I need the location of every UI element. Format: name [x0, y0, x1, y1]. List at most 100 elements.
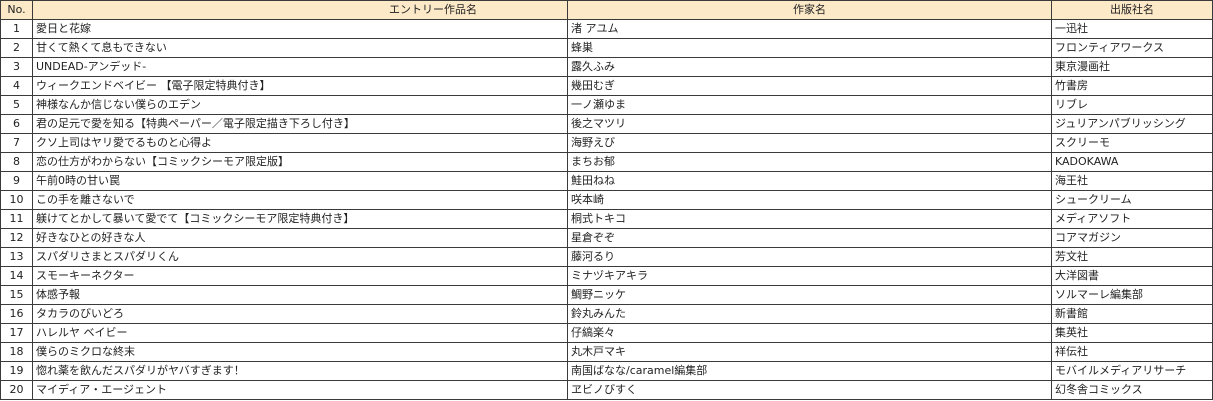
- cell-no: 2: [0, 38, 33, 58]
- table-row: 20 マイディア・エージェント ヱビノびすく 幻冬舎コミックス: [0, 380, 1213, 400]
- table-row: 9 午前0時の甘い罠 鮭田ねね 海王社: [0, 171, 1213, 191]
- table-row: 2 甘くて熱くて息もできない 蜂巣 フロンティアワークス: [0, 38, 1213, 58]
- cell-author: 藤河るり: [567, 247, 1052, 267]
- cell-no: 6: [0, 114, 33, 134]
- cell-author: 幾田むぎ: [567, 76, 1052, 96]
- table-row: 19 惚れ薬を飲んだスパダリがヤバすぎます！ 南国ばなな/caramel編集部 モバイ…: [0, 361, 1213, 381]
- cell-title: 君の足元で愛を知る【特典ペーパー／電子限定描き下ろし付き】: [32, 114, 568, 134]
- cell-author: 咲本崎: [567, 190, 1052, 210]
- cell-publisher: コアマガジン: [1051, 228, 1213, 248]
- cell-title: 甘くて熱くて息もできない: [32, 38, 568, 58]
- header-row: No. エントリー作品名 作家名 出版社名: [0, 0, 1213, 20]
- cell-no: 5: [0, 95, 33, 115]
- table-row: 5 神様なんか信じない僕らのエデン 一ノ瀬ゆま リブレ: [0, 95, 1213, 115]
- table-row: 16 タカラのびいどろ 鈴丸みんた 新書館: [0, 304, 1213, 324]
- cell-no: 14: [0, 266, 33, 286]
- cell-publisher: 新書館: [1051, 304, 1213, 324]
- cell-author: 鮭田ねね: [567, 171, 1052, 191]
- cell-publisher: メディアソフト: [1051, 209, 1213, 229]
- cell-title: 僕らのミクロな終末: [32, 342, 568, 362]
- cell-title: クソ上司はヤリ愛でるものと心得よ: [32, 133, 568, 153]
- table-row: 3 UNDEAD-アンデッド- 露久ふみ 東京漫画社: [0, 57, 1213, 77]
- cell-no: 17: [0, 323, 33, 343]
- cell-title: 恋の仕方がわからない【コミックシーモア限定版】: [32, 152, 568, 172]
- cell-no: 4: [0, 76, 33, 96]
- cell-title: マイディア・エージェント: [32, 380, 568, 400]
- cell-no: 1: [0, 19, 33, 39]
- cell-author: 渚 アユム: [567, 19, 1052, 39]
- cell-author: 仔縞楽々: [567, 323, 1052, 343]
- cell-author: 一ノ瀬ゆま: [567, 95, 1052, 115]
- cell-title: 愛日と花嫁: [32, 19, 568, 39]
- cell-no: 15: [0, 285, 33, 305]
- cell-publisher: 一迅社: [1051, 19, 1213, 39]
- cell-publisher: ジュリアンパブリッシング: [1051, 114, 1213, 134]
- cell-title: この手を離さないで: [32, 190, 568, 210]
- cell-no: 3: [0, 57, 33, 77]
- table-row: 15 体感予報 鯛野ニッケ ソルマーレ編集部: [0, 285, 1213, 305]
- cell-publisher: フロンティアワークス: [1051, 38, 1213, 58]
- cell-author: 蜂巣: [567, 38, 1052, 58]
- cell-publisher: 祥伝社: [1051, 342, 1213, 362]
- cell-no: 11: [0, 209, 33, 229]
- cell-no: 20: [0, 380, 33, 400]
- header-publisher: 出版社名: [1051, 0, 1213, 20]
- cell-title: タカラのびいどろ: [32, 304, 568, 324]
- cell-title: 躾けてとかして暴いて愛でて【コミックシーモア限定特典付き】: [32, 209, 568, 229]
- cell-title: ハレルヤ ベイビー: [32, 323, 568, 343]
- cell-no: 10: [0, 190, 33, 210]
- table-row: 4 ウィークエンドベイビー 【電子限定特典付き】 幾田むぎ 竹書房: [0, 76, 1213, 96]
- cell-author: ヱビノびすく: [567, 380, 1052, 400]
- cell-author: 海野えび: [567, 133, 1052, 153]
- cell-author: まちお郁: [567, 152, 1052, 172]
- cell-publisher: 幻冬舎コミックス: [1051, 380, 1213, 400]
- cell-title: スモーキーネクター: [32, 266, 568, 286]
- cell-title: 午前0時の甘い罠: [32, 171, 568, 191]
- table-row: 17 ハレルヤ ベイビー 仔縞楽々 集英社: [0, 323, 1213, 343]
- cell-author: 丸木戸マキ: [567, 342, 1052, 362]
- table-row: 1 愛日と花嫁渚 アユム 一迅社: [0, 19, 1213, 39]
- cell-title: 神様なんか信じない僕らのエデン: [32, 95, 568, 115]
- cell-no: 16: [0, 304, 33, 324]
- cell-publisher: 大洋図書: [1051, 266, 1213, 286]
- cell-title: UNDEAD-アンデッド-: [32, 57, 568, 77]
- cell-author: 星倉ぞぞ: [567, 228, 1052, 248]
- table-row: 13 スパダリさまとスパダリくん 藤河るり 芳文社: [0, 247, 1213, 267]
- cell-publisher: 竹書房: [1051, 76, 1213, 96]
- cell-no: 19: [0, 361, 33, 381]
- cell-title: ウィークエンドベイビー 【電子限定特典付き】: [32, 76, 568, 96]
- cell-title: 体感予報: [32, 285, 568, 305]
- cell-author: 鈴丸みんた: [567, 304, 1052, 324]
- table-row: 14 スモーキーネクター ミナヅキアキラ 大洋図書: [0, 266, 1213, 286]
- cell-publisher: リブレ: [1051, 95, 1213, 115]
- cell-author: 露久ふみ: [567, 57, 1052, 77]
- cell-publisher: 海王社: [1051, 171, 1213, 191]
- cell-title: 好きなひとの好きな人: [32, 228, 568, 248]
- cell-title: スパダリさまとスパダリくん: [32, 247, 568, 267]
- cell-author: 桐式トキコ: [567, 209, 1052, 229]
- cell-publisher: KADOKAWA: [1051, 152, 1213, 172]
- cell-no: 8: [0, 152, 33, 172]
- cell-no: 18: [0, 342, 33, 362]
- cell-title: 惚れ薬を飲んだスパダリがヤバすぎます！: [32, 361, 568, 381]
- table-row: 6 君の足元で愛を知る【特典ペーパー／電子限定描き下ろし付き】 後之マツリ ジュリアン…: [0, 114, 1213, 134]
- header-title: エントリー作品名: [32, 0, 568, 20]
- cell-no: 9: [0, 171, 33, 191]
- cell-publisher: ソルマーレ編集部: [1051, 285, 1213, 305]
- table-row: 18 僕らのミクロな終末 丸木戸マキ 祥伝社: [0, 342, 1213, 362]
- table-row: 8 恋の仕方がわからない【コミックシーモア限定版】 まちお郁 KADOKAWA: [0, 152, 1213, 172]
- cell-publisher: 芳文社: [1051, 247, 1213, 267]
- cell-no: 12: [0, 228, 33, 248]
- cell-publisher: シュークリーム: [1051, 190, 1213, 210]
- table-row: 7 クソ上司はヤリ愛でるものと心得よ 海野えび スクリーモ: [0, 133, 1213, 153]
- cell-publisher: スクリーモ: [1051, 133, 1213, 153]
- table-row: 12 好きなひとの好きな人 星倉ぞぞ コアマガジン: [0, 228, 1213, 248]
- cell-publisher: 集英社: [1051, 323, 1213, 343]
- cell-author: 後之マツリ: [567, 114, 1052, 134]
- cell-no: 13: [0, 247, 33, 267]
- cell-author: 鯛野ニッケ: [567, 285, 1052, 305]
- cell-publisher: 東京漫画社: [1051, 57, 1213, 77]
- cell-no: 7: [0, 133, 33, 153]
- cell-publisher: モバイルメディアリサーチ: [1051, 361, 1213, 381]
